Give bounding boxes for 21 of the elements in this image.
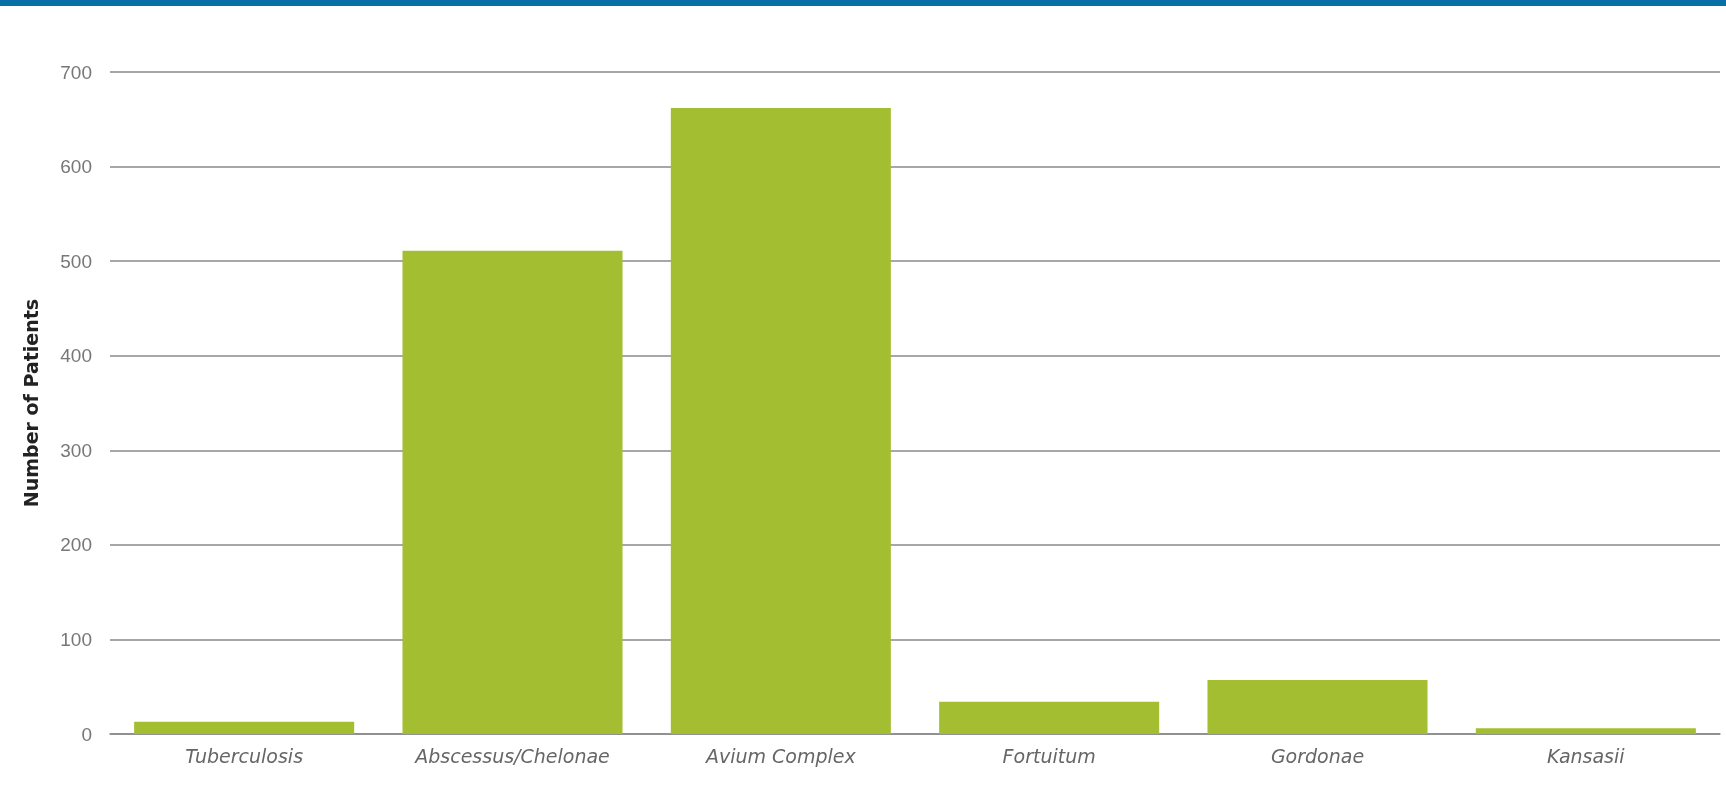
y-tick-label: 600: [60, 156, 92, 178]
y-tick-label: 100: [60, 628, 92, 650]
x-tick-label: Gordonae: [1270, 744, 1365, 767]
bar: [1207, 680, 1428, 734]
bar: [1475, 728, 1696, 734]
x-tick-label: Kansasii: [1547, 744, 1626, 767]
bar: [402, 250, 623, 734]
x-tick-label: Avium Complex: [703, 744, 857, 767]
x-tick-label: Fortuitum: [1002, 744, 1096, 767]
bar: [134, 721, 355, 734]
y-tick-label: 200: [60, 534, 92, 556]
y-tick-label: 700: [60, 61, 92, 83]
y-tick-label: 500: [60, 250, 92, 272]
bar: [670, 107, 891, 734]
x-tick-label: Tuberculosis: [185, 744, 304, 767]
y-axis-title: Number of Patients: [19, 298, 42, 508]
y-tick-label: 0: [81, 723, 92, 745]
bar: [939, 701, 1160, 734]
y-tick-label: 400: [60, 345, 92, 367]
y-tick-label: 300: [60, 439, 92, 461]
x-tick-label: Abscessus/Chelonae: [413, 744, 610, 767]
